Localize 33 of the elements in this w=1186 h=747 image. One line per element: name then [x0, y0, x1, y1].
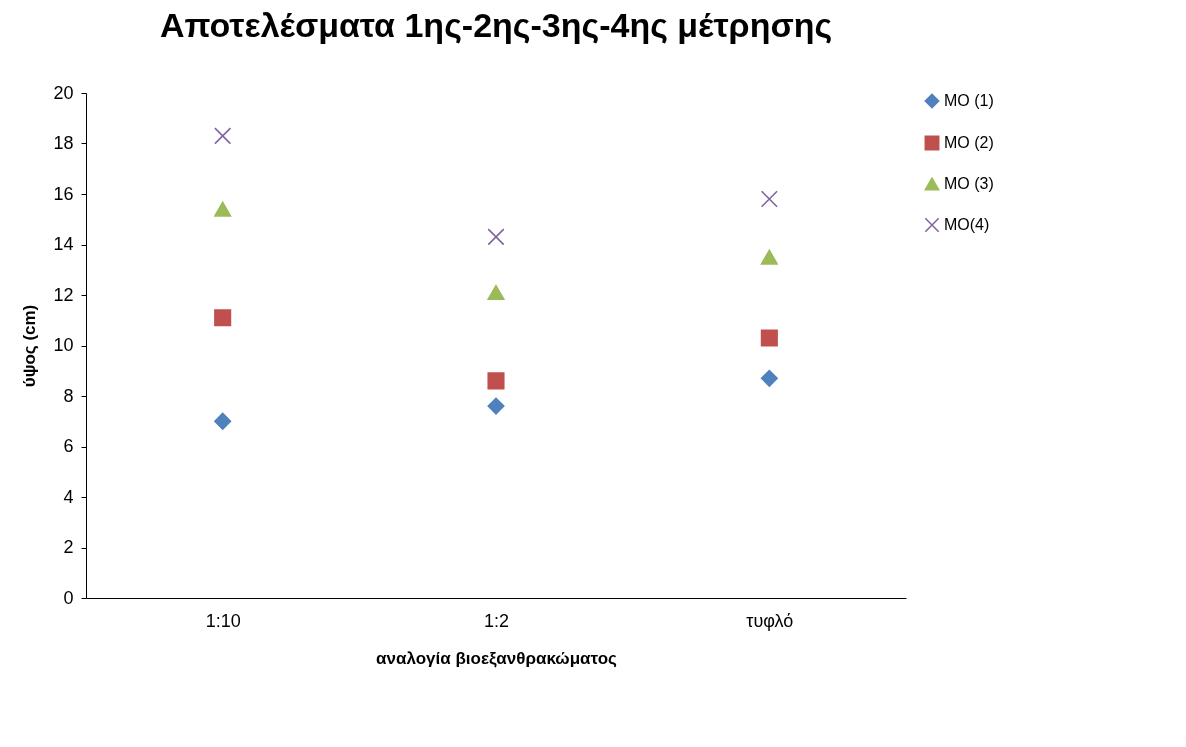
y-tick-label: 14	[53, 234, 74, 254]
y-tick-label: 4	[63, 486, 74, 507]
point	[214, 127, 232, 145]
legend-label: MO (1)	[944, 92, 994, 109]
y-tick-label: 18	[53, 133, 74, 153]
point	[487, 284, 505, 300]
legend-label: MO(4)	[944, 216, 990, 233]
y-tick-label: 6	[63, 436, 74, 456]
y-tick-label: 0	[63, 587, 74, 608]
y-tick-label: 2	[63, 537, 74, 557]
y-tick-label: 8	[63, 385, 74, 406]
legend-label: MO (2)	[944, 134, 994, 151]
point	[487, 397, 505, 415]
x-tick-label: 1:2	[483, 610, 510, 631]
point	[760, 190, 778, 208]
point	[487, 228, 505, 246]
point	[487, 372, 505, 390]
x-axis-title: αναλογία βιοεξανθρακώματος	[376, 648, 618, 668]
y-tick-label: 16	[53, 183, 74, 204]
point	[760, 249, 778, 265]
point	[760, 369, 778, 387]
y-tick-label: 20	[53, 82, 74, 103]
x-tick-label: 1:10	[205, 610, 241, 631]
point	[214, 412, 232, 430]
x-tick-label: τυφλό	[746, 610, 794, 631]
y-axis-title: ύψος (cm)	[20, 304, 40, 388]
y-tick-label: 12	[53, 284, 74, 305]
y-tick-label: 10	[53, 335, 74, 355]
chart-title: Αποτελέσματα 1ης-2ης-3ης-4ης μέτρησης	[159, 6, 833, 44]
legend-label: MO (3)	[944, 175, 994, 192]
point	[214, 309, 232, 327]
point	[760, 329, 778, 347]
point	[214, 201, 232, 217]
